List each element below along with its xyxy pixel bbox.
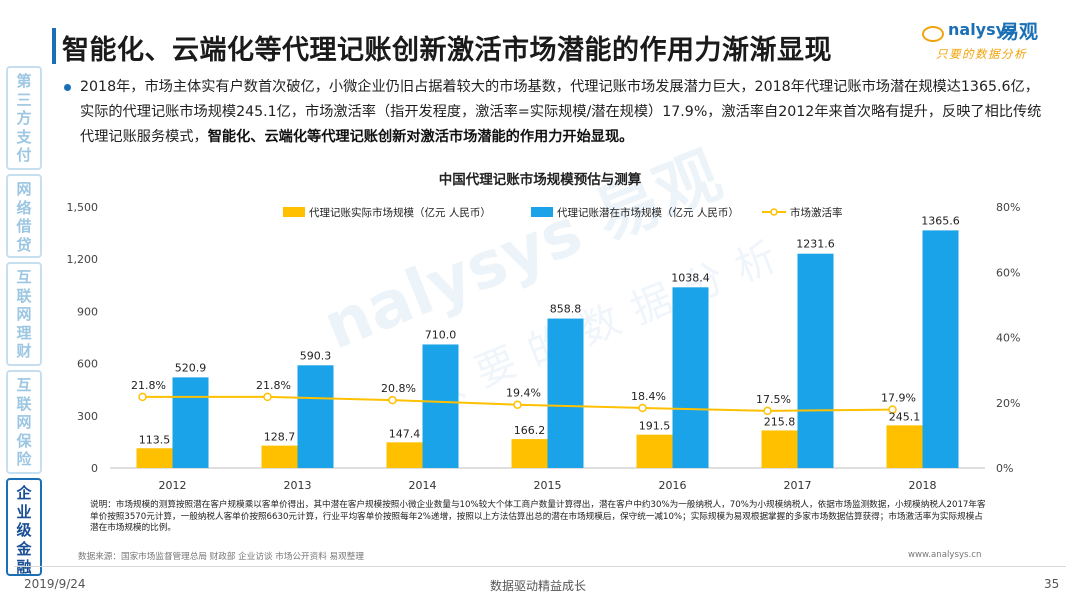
rate-point xyxy=(138,392,147,402)
side-tab-enterprise-finance[interactable]: 企业级金融 xyxy=(6,478,42,576)
y-left-tick-label: 600 xyxy=(77,358,98,371)
data-label-potential: 1038.4 xyxy=(671,271,710,284)
legend-swatch-actual xyxy=(283,207,305,217)
rate-point xyxy=(513,400,522,409)
chart-bars xyxy=(136,230,959,468)
legend-label-actual: 代理记账实际市场规模（亿元 人民币） xyxy=(309,206,491,219)
data-source: 数据来源：国家市场监督管理总局 财政部 企业访谈 市场公开资料 易观整理 xyxy=(78,552,364,562)
data-label-rate: 19.4% xyxy=(506,387,541,400)
data-label-actual: 245.1 xyxy=(889,410,921,423)
data-label-actual: 113.5 xyxy=(139,433,171,446)
chart-rate-line xyxy=(138,392,897,416)
data-label-rate: 21.8% xyxy=(256,379,291,392)
side-tab-internet-wealth[interactable]: 互联网理财 xyxy=(6,262,42,366)
data-label-actual: 166.2 xyxy=(514,424,546,437)
bar-actual xyxy=(761,430,798,468)
y-left-tick-label: 1,500 xyxy=(67,201,99,214)
y-right-tick-label: 20% xyxy=(996,397,1020,410)
bar-actual xyxy=(886,425,923,468)
x-tick-label: 2012 xyxy=(159,479,187,492)
x-tick-label: 2013 xyxy=(284,479,312,492)
bar-potential xyxy=(297,365,334,468)
bar-potential xyxy=(922,230,959,468)
footer-slogan: 数据驱动精益成长 xyxy=(490,579,587,593)
logo-brand: nalysys xyxy=(948,20,1016,39)
y-right-tick-label: 0% xyxy=(996,462,1013,475)
logo-cn: 易观 xyxy=(1000,21,1039,43)
legend-label-rate: 市场激活率 xyxy=(790,206,843,219)
bar-actual xyxy=(511,439,548,468)
data-label-potential: 590.3 xyxy=(300,349,332,362)
bar-actual xyxy=(136,448,173,468)
y-left-tick-label: 1,200 xyxy=(67,253,99,266)
x-tick-label: 2015 xyxy=(534,479,562,492)
y-left-tick-label: 0 xyxy=(91,462,98,475)
chart-note: 说明：市场规模的测算按照潜在客户规模乘以客单价得出，其中潜在客户规模按照小微企业… xyxy=(90,500,986,534)
chart-title: 中国代理记账市场规模预估与测算 xyxy=(439,171,642,188)
data-label-actual: 191.5 xyxy=(639,420,671,433)
data-label-actual: 128.7 xyxy=(264,431,296,444)
data-label-potential: 520.9 xyxy=(175,361,207,374)
data-label-rate: 17.5% xyxy=(756,393,791,406)
legend-swatch-rate-dot xyxy=(770,208,778,216)
bar-potential xyxy=(422,344,459,468)
chart-axes: 0 300 600 900 1,200 1,500 0% 20% 40% 60% 80% xyxy=(67,201,1021,475)
logo-tagline: 只要的数据分析 xyxy=(936,47,1027,61)
data-label-potential: 710.0 xyxy=(425,328,457,341)
footer-divider xyxy=(14,566,1066,567)
bar-actual xyxy=(386,442,423,468)
side-tab-third-party-payment[interactable]: 第三方支付 xyxy=(6,66,42,170)
rate-point xyxy=(638,403,647,413)
chart-legend: 代理记账实际市场规模（亿元 人民币） 代理记账潜在市场规模（亿元 人民币） 市场激活… xyxy=(283,206,843,219)
y-left-tick-label: 900 xyxy=(77,305,98,318)
site-url[interactable]: www.analysys.cn xyxy=(908,550,982,560)
y-right-tick-label: 80% xyxy=(996,201,1020,214)
data-label-actual: 147.4 xyxy=(389,427,421,440)
y-left-tick-label: 300 xyxy=(77,410,98,423)
data-label-potential: 1365.6 xyxy=(921,214,960,227)
bar-potential xyxy=(672,287,709,468)
rate-point xyxy=(388,395,397,405)
title-accent-bar xyxy=(52,28,56,64)
bar-actual xyxy=(636,434,673,468)
y-right-tick-label: 60% xyxy=(996,266,1020,279)
summary-highlight: 智能化、云端化等代理记账创新对激活市场潜能的作用力开始显现。 xyxy=(207,129,634,145)
footer-date: 2019/9/24 xyxy=(24,577,86,591)
summary-text: 2018年，市场主体实有户数首次破亿，小微企业仍旧占据着较大的市场基数，代理记账… xyxy=(80,79,1042,145)
bar-actual xyxy=(261,445,298,468)
side-tab-online-lending[interactable]: 网络借贷 xyxy=(6,174,42,258)
page-number: 35 xyxy=(1044,577,1060,591)
bar-potential xyxy=(172,377,209,468)
data-label-potential: 858.8 xyxy=(550,303,582,316)
data-label-actual: 215.8 xyxy=(764,415,796,428)
chart-labels: 113.5 520.9 2012 128.7 590.3 2013 147.4 710.0 20… xyxy=(131,214,960,492)
legend-swatch-potential xyxy=(531,207,553,217)
summary-paragraph: 2018年，市场主体实有户数首次破亿，小微企业仍旧占据着较大的市场基数，代理记账… xyxy=(80,75,1042,150)
x-tick-label: 2014 xyxy=(409,479,437,492)
data-label-rate: 20.8% xyxy=(381,382,416,395)
rate-point xyxy=(888,405,897,414)
data-label-potential: 1231.6 xyxy=(796,238,835,251)
x-tick-label: 2017 xyxy=(784,479,812,492)
data-label-rate: 17.9% xyxy=(881,392,916,405)
x-tick-label: 2018 xyxy=(909,479,937,492)
data-label-rate: 18.4% xyxy=(631,390,666,403)
rate-point xyxy=(263,392,272,402)
bar-potential xyxy=(547,318,584,468)
y-right-tick-label: 40% xyxy=(996,332,1020,345)
side-tab-internet-insurance[interactable]: 互联网保险 xyxy=(6,370,42,474)
page-title: 智能化、云端化等代理记账创新激活市场潜能的作用力渐渐显现 xyxy=(62,35,832,66)
bullet-icon xyxy=(64,84,71,91)
legend-label-potential: 代理记账潜在市场规模（亿元 人民币） xyxy=(557,206,739,219)
rate-point xyxy=(763,406,772,416)
data-label-rate: 21.8% xyxy=(131,379,166,392)
logo-swoosh-icon xyxy=(922,26,944,42)
x-tick-label: 2016 xyxy=(659,479,687,492)
bar-potential xyxy=(797,253,834,468)
